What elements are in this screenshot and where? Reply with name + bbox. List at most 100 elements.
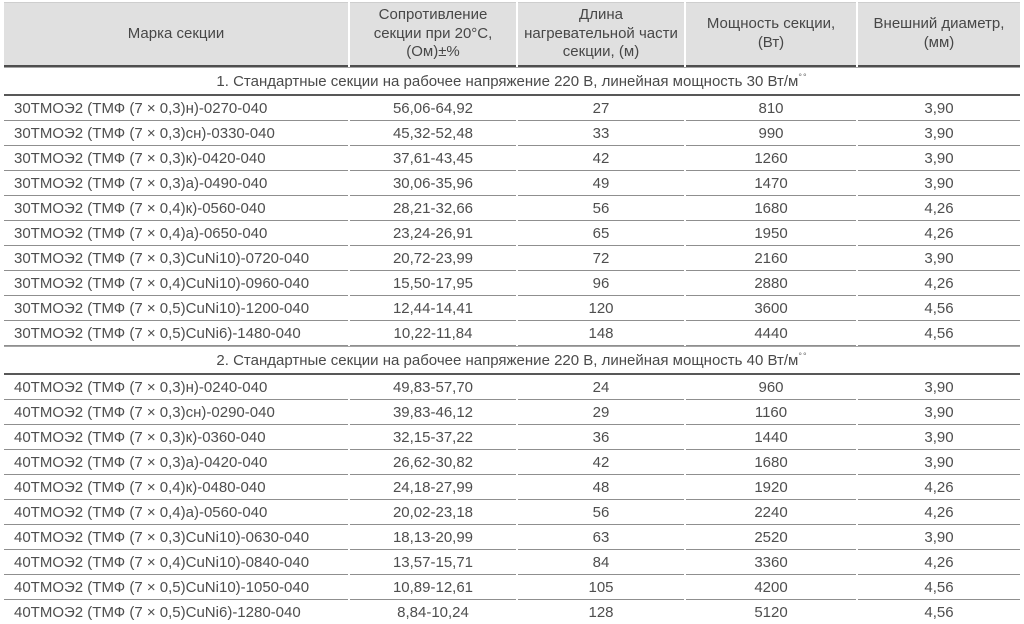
resistance-cell: 24,18-27,99 bbox=[350, 475, 516, 500]
diameter-cell: 4,26 bbox=[858, 271, 1020, 296]
resistance-cell: 26,62-30,82 bbox=[350, 450, 516, 475]
resistance-cell: 10,22-11,84 bbox=[350, 321, 516, 346]
section-mark-cell: 40ТМОЭ2 (ТМФ (7 × 0,4)к)-0480-040 bbox=[4, 475, 348, 500]
section-mark-cell: 40ТМОЭ2 (ТМФ (7 × 0,3)к)-0360-040 bbox=[4, 425, 348, 450]
power-cell: 5120 bbox=[686, 600, 856, 624]
column-header-power: Мощность секции, (Вт) bbox=[686, 2, 856, 67]
diameter-cell: 4,56 bbox=[858, 600, 1020, 624]
resistance-cell: 23,24-26,91 bbox=[350, 221, 516, 246]
resistance-cell: 37,61-43,45 bbox=[350, 146, 516, 171]
power-cell: 1950 bbox=[686, 221, 856, 246]
table-row: 30ТМОЭ2 (ТМФ (7 × 0,5)CuNi6)-1480-040 10,… bbox=[4, 321, 1020, 346]
column-header-heating-length: Длина нагревательной части секции, (м) bbox=[518, 2, 684, 67]
resistance-cell: 8,84-10,24 bbox=[350, 600, 516, 624]
section-title: 1. Стандартные секции на рабочее напряже… bbox=[4, 67, 1020, 96]
power-cell: 1440 bbox=[686, 425, 856, 450]
diameter-cell: 3,90 bbox=[858, 171, 1020, 196]
length-cell: 42 bbox=[518, 450, 684, 475]
length-cell: 27 bbox=[518, 96, 684, 121]
power-cell: 1920 bbox=[686, 475, 856, 500]
length-cell: 84 bbox=[518, 550, 684, 575]
section-mark-cell: 40ТМОЭ2 (ТМФ (7 × 0,4)а)-0560-040 bbox=[4, 500, 348, 525]
power-cell: 3360 bbox=[686, 550, 856, 575]
section-mark-cell: 30ТМОЭ2 (ТМФ (7 × 0,3)к)-0420-040 bbox=[4, 146, 348, 171]
table-row: 40ТМОЭ2 (ТМФ (7 × 0,4)а)-0560-040 20,02-2… bbox=[4, 500, 1020, 525]
section-mark-cell: 30ТМОЭ2 (ТМФ (7 × 0,4)к)-0560-040 bbox=[4, 196, 348, 221]
diameter-cell: 3,90 bbox=[858, 375, 1020, 400]
resistance-cell: 49,83-57,70 bbox=[350, 375, 516, 400]
diameter-cell: 3,90 bbox=[858, 121, 1020, 146]
section-title-row: 2. Стандартные секции на рабочее напряже… bbox=[4, 346, 1020, 375]
diameter-cell: 4,26 bbox=[858, 500, 1020, 525]
diameter-cell: 4,26 bbox=[858, 196, 1020, 221]
table-row: 30ТМОЭ2 (ТМФ (7 × 0,4)к)-0560-040 28,21-3… bbox=[4, 196, 1020, 221]
resistance-cell: 20,72-23,99 bbox=[350, 246, 516, 271]
resistance-cell: 56,06-64,92 bbox=[350, 96, 516, 121]
table-row: 40ТМОЭ2 (ТМФ (7 × 0,3)н)-0240-040 49,83-5… bbox=[4, 375, 1020, 400]
section-mark-cell: 40ТМОЭ2 (ТМФ (7 × 0,3)CuNi10)-0630-040 bbox=[4, 525, 348, 550]
length-cell: 120 bbox=[518, 296, 684, 321]
diameter-cell: 3,90 bbox=[858, 425, 1020, 450]
resistance-cell: 12,44-14,41 bbox=[350, 296, 516, 321]
section-mark-cell: 30ТМОЭ2 (ТМФ (7 × 0,5)CuNi6)-1480-040 bbox=[4, 321, 348, 346]
table-row: 30ТМОЭ2 (ТМФ (7 × 0,5)CuNi10)-1200-040 12… bbox=[4, 296, 1020, 321]
length-cell: 29 bbox=[518, 400, 684, 425]
length-cell: 48 bbox=[518, 475, 684, 500]
resistance-cell: 45,32-52,48 bbox=[350, 121, 516, 146]
table-body: 1. Стандартные секции на рабочее напряже… bbox=[4, 67, 1020, 624]
length-cell: 36 bbox=[518, 425, 684, 450]
column-header-outer-diameter: Внешний диаметр, (мм) bbox=[858, 2, 1020, 67]
diameter-cell: 4,26 bbox=[858, 221, 1020, 246]
power-cell: 2520 bbox=[686, 525, 856, 550]
diameter-cell: 3,90 bbox=[858, 146, 1020, 171]
column-header-section-mark: Марка секции bbox=[4, 2, 348, 67]
resistance-cell: 10,89-12,61 bbox=[350, 575, 516, 600]
section-mark-cell: 30ТМОЭ2 (ТМФ (7 × 0,3)сн)-0330-040 bbox=[4, 121, 348, 146]
section-mark-cell: 40ТМОЭ2 (ТМФ (7 × 0,3)н)-0240-040 bbox=[4, 375, 348, 400]
length-cell: 65 bbox=[518, 221, 684, 246]
section-mark-cell: 30ТМОЭ2 (ТМФ (7 × 0,4)а)-0650-040 bbox=[4, 221, 348, 246]
table-row: 40ТМОЭ2 (ТМФ (7 × 0,3)сн)-0290-040 39,83-… bbox=[4, 400, 1020, 425]
diameter-cell: 3,90 bbox=[858, 525, 1020, 550]
power-cell: 2240 bbox=[686, 500, 856, 525]
table-row: 40ТМОЭ2 (ТМФ (7 × 0,3)CuNi10)-0630-040 18… bbox=[4, 525, 1020, 550]
section-mark-cell: 40ТМОЭ2 (ТМФ (7 × 0,5)CuNi10)-1050-040 bbox=[4, 575, 348, 600]
diameter-cell: 4,26 bbox=[858, 475, 1020, 500]
length-cell: 72 bbox=[518, 246, 684, 271]
power-cell: 810 bbox=[686, 96, 856, 121]
power-cell: 960 bbox=[686, 375, 856, 400]
power-cell: 1680 bbox=[686, 450, 856, 475]
resistance-cell: 30,06-35,96 bbox=[350, 171, 516, 196]
diameter-cell: 3,90 bbox=[858, 400, 1020, 425]
power-cell: 990 bbox=[686, 121, 856, 146]
table-row: 40ТМОЭ2 (ТМФ (7 × 0,4)к)-0480-040 24,18-2… bbox=[4, 475, 1020, 500]
power-cell: 3600 bbox=[686, 296, 856, 321]
power-cell: 1470 bbox=[686, 171, 856, 196]
power-cell: 2880 bbox=[686, 271, 856, 296]
column-header-resistance: Сопротивление секции при 20°C, (Ом)±% bbox=[350, 2, 516, 67]
resistance-cell: 13,57-15,71 bbox=[350, 550, 516, 575]
length-cell: 105 bbox=[518, 575, 684, 600]
diameter-cell: 4,26 bbox=[858, 550, 1020, 575]
power-cell: 4440 bbox=[686, 321, 856, 346]
table-row: 30ТМОЭ2 (ТМФ (7 × 0,3)CuNi10)-0720-040 20… bbox=[4, 246, 1020, 271]
resistance-cell: 15,50-17,95 bbox=[350, 271, 516, 296]
section-mark-cell: 40ТМОЭ2 (ТМФ (7 × 0,4)CuNi10)-0840-040 bbox=[4, 550, 348, 575]
diameter-cell: 4,56 bbox=[858, 296, 1020, 321]
section-mark-cell: 40ТМОЭ2 (ТМФ (7 × 0,5)CuNi6)-1280-040 bbox=[4, 600, 348, 624]
diameter-cell: 3,90 bbox=[858, 246, 1020, 271]
footnote-marks: °° bbox=[798, 72, 808, 82]
length-cell: 33 bbox=[518, 121, 684, 146]
length-cell: 63 bbox=[518, 525, 684, 550]
power-cell: 2160 bbox=[686, 246, 856, 271]
resistance-cell: 32,15-37,22 bbox=[350, 425, 516, 450]
length-cell: 128 bbox=[518, 600, 684, 624]
table-row: 40ТМОЭ2 (ТМФ (7 × 0,3)а)-0420-040 26,62-3… bbox=[4, 450, 1020, 475]
length-cell: 148 bbox=[518, 321, 684, 346]
table-row: 30ТМОЭ2 (ТМФ (7 × 0,3)к)-0420-040 37,61-4… bbox=[4, 146, 1020, 171]
diameter-cell: 4,56 bbox=[858, 321, 1020, 346]
power-cell: 1260 bbox=[686, 146, 856, 171]
table-row: 40ТМОЭ2 (ТМФ (7 × 0,4)CuNi10)-0840-040 13… bbox=[4, 550, 1020, 575]
